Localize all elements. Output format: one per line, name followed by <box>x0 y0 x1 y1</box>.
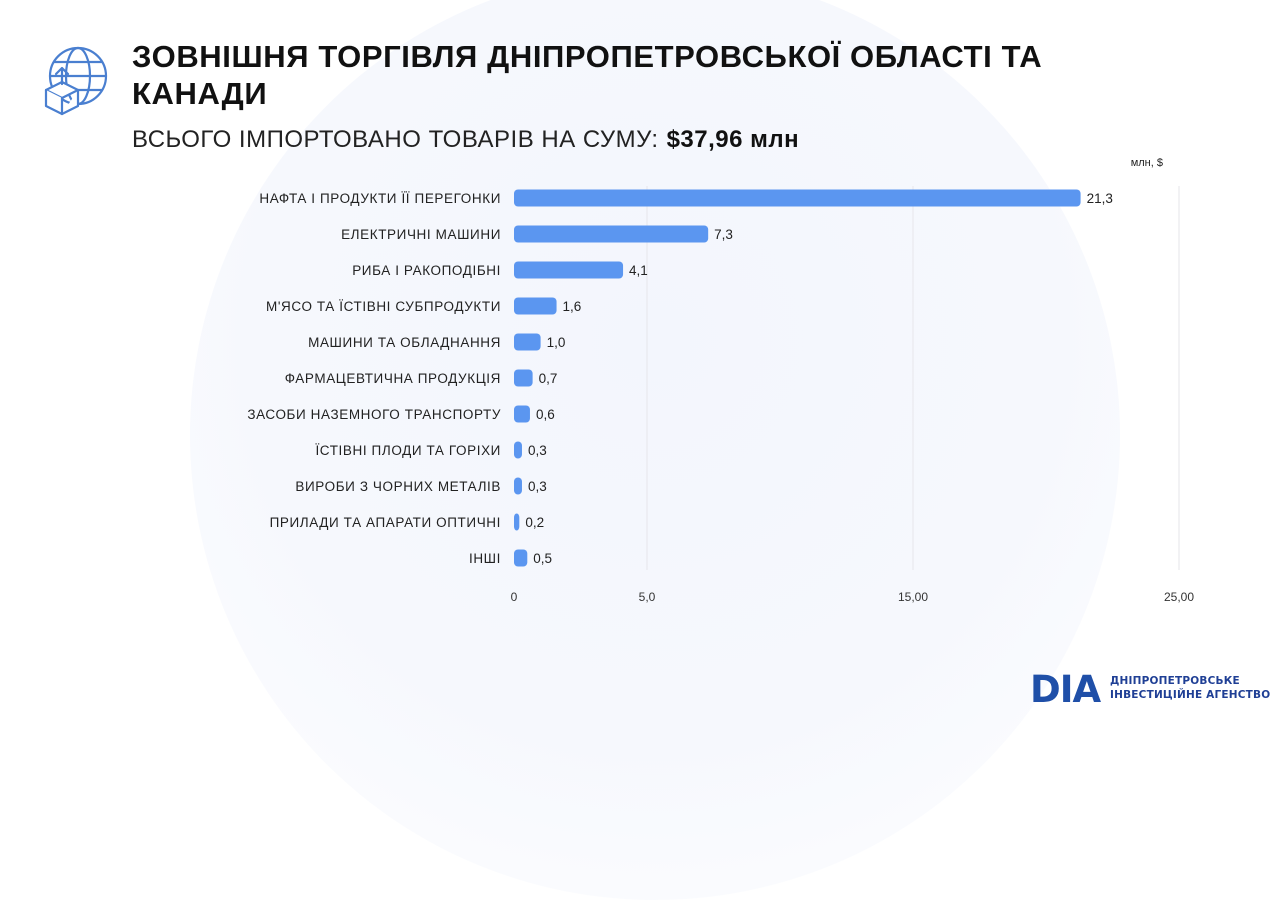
value-label: 1,0 <box>547 335 566 350</box>
import-bar-chart: млн, $ НАФТА І ПРОДУКТИ ЇЇ ПЕРЕГОНКИ 21,3 Е… <box>247 157 1194 604</box>
x-tick-label: 25,00 <box>1164 590 1194 604</box>
bar <box>514 261 624 279</box>
axis-unit-label: млн, $ <box>1131 157 1163 169</box>
value-label: 0,5 <box>533 551 552 566</box>
value-label: 4,1 <box>629 263 648 278</box>
x-tick-label: 15,00 <box>898 590 928 604</box>
category-label: РИБА І РАКОПОДІБНІ <box>352 263 501 278</box>
brand-line-2: ІНВЕСТИЦІЙНЕ АГЕНСТВО <box>1110 689 1271 701</box>
bar <box>514 513 520 531</box>
value-label: 1,6 <box>563 299 582 314</box>
dia-logo-text: DIA <box>1030 670 1101 706</box>
category-label: ІНШІ <box>469 551 501 566</box>
bar <box>514 477 522 495</box>
category-label: ЕЛЕКТРИЧНІ МАШИНИ <box>341 227 501 242</box>
page-title: ЗОВНІШНЯ ТОРГІВЛЯ ДНІПРОПЕТРОВСЬКОЇ ОБЛА… <box>132 39 1043 111</box>
bar <box>514 333 541 351</box>
category-label: НАФТА І ПРОДУКТИ ЇЇ ПЕРЕГОНКИ <box>259 191 501 206</box>
value-label: 21,3 <box>1087 191 1113 206</box>
total-import-sum: $37,96 млн <box>666 126 800 153</box>
value-label: 0,3 <box>528 443 547 458</box>
value-label: 0,6 <box>536 407 555 422</box>
category-label: М'ЯСО ТА ЇСТІВНІ СУБПРОДУКТИ <box>266 299 501 314</box>
value-label: 7,3 <box>714 227 733 242</box>
category-label: МАШИНИ ТА ОБЛАДНАННЯ <box>308 335 501 350</box>
page-subtitle: ВСЬОГО ІМПОРТОВАНО ТОВАРІВ НА СУМУ: $37,9… <box>132 126 799 154</box>
bar <box>514 441 522 459</box>
bar <box>514 369 533 387</box>
category-label: ПРИЛАДИ ТА АПАРАТИ ОПТИЧНІ <box>270 515 501 530</box>
bar <box>514 405 530 423</box>
value-label: 0,3 <box>528 479 547 494</box>
bar <box>514 225 709 243</box>
category-label: ВИРОБИ З ЧОРНИХ МЕТАЛІВ <box>295 479 501 494</box>
globe-box-upload-icon <box>44 46 108 116</box>
bar <box>514 297 557 315</box>
dia-logo-mark: DIA <box>1030 670 1102 706</box>
value-label: 0,2 <box>525 515 544 530</box>
value-label: 0,7 <box>539 371 558 386</box>
x-tick-label: 5,0 <box>639 590 656 604</box>
brand-line-1: ДНІПРОПЕТРОВСЬКЕ <box>1110 675 1240 687</box>
bar <box>514 189 1081 207</box>
category-label: ФАРМАЦЕВТИЧНА ПРОДУКЦІЯ <box>285 371 501 386</box>
category-label: ЇСТІВНІ ПЛОДИ ТА ГОРІХИ <box>315 443 501 458</box>
category-label: ЗАСОБИ НАЗЕМНОГО ТРАНСПОРТУ <box>247 407 501 422</box>
x-tick-label: 0 <box>511 590 518 604</box>
subtitle-label: ВСЬОГО ІМПОРТОВАНО ТОВАРІВ НА СУМУ: <box>132 126 659 153</box>
brand-name: ДНІПРОПЕТРОВСЬКЕ ІНВЕСТИЦІЙНЕ АГЕНСТВО <box>1110 674 1280 702</box>
bar <box>514 549 528 567</box>
